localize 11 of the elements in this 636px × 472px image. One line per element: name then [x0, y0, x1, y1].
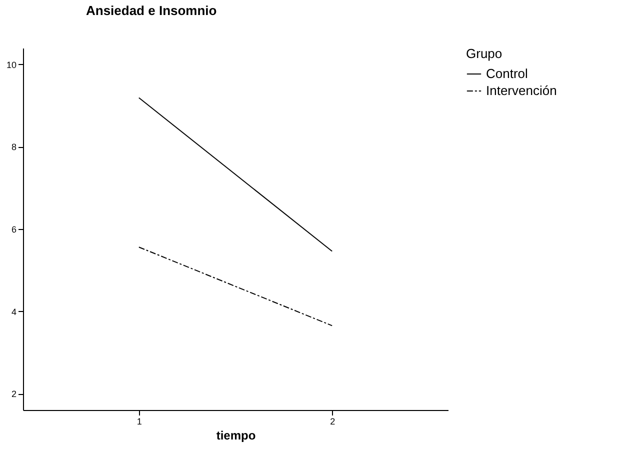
y-tick-label: 2 [11, 389, 16, 400]
x-axis-title: tiempo [216, 428, 256, 442]
y-tick-label: 6 [11, 224, 16, 234]
y-tick-label: 8 [11, 142, 16, 152]
legend-title: Grupo [466, 46, 502, 61]
chart-title: Ansiedad e Insomnio [86, 3, 217, 18]
x-tick-label: 1 [136, 416, 142, 426]
y-tick-label: 10 [6, 60, 16, 70]
legend-label: Control [486, 66, 528, 81]
legend-label: Intervención [486, 83, 557, 98]
y-tick-label: 4 [11, 306, 16, 317]
